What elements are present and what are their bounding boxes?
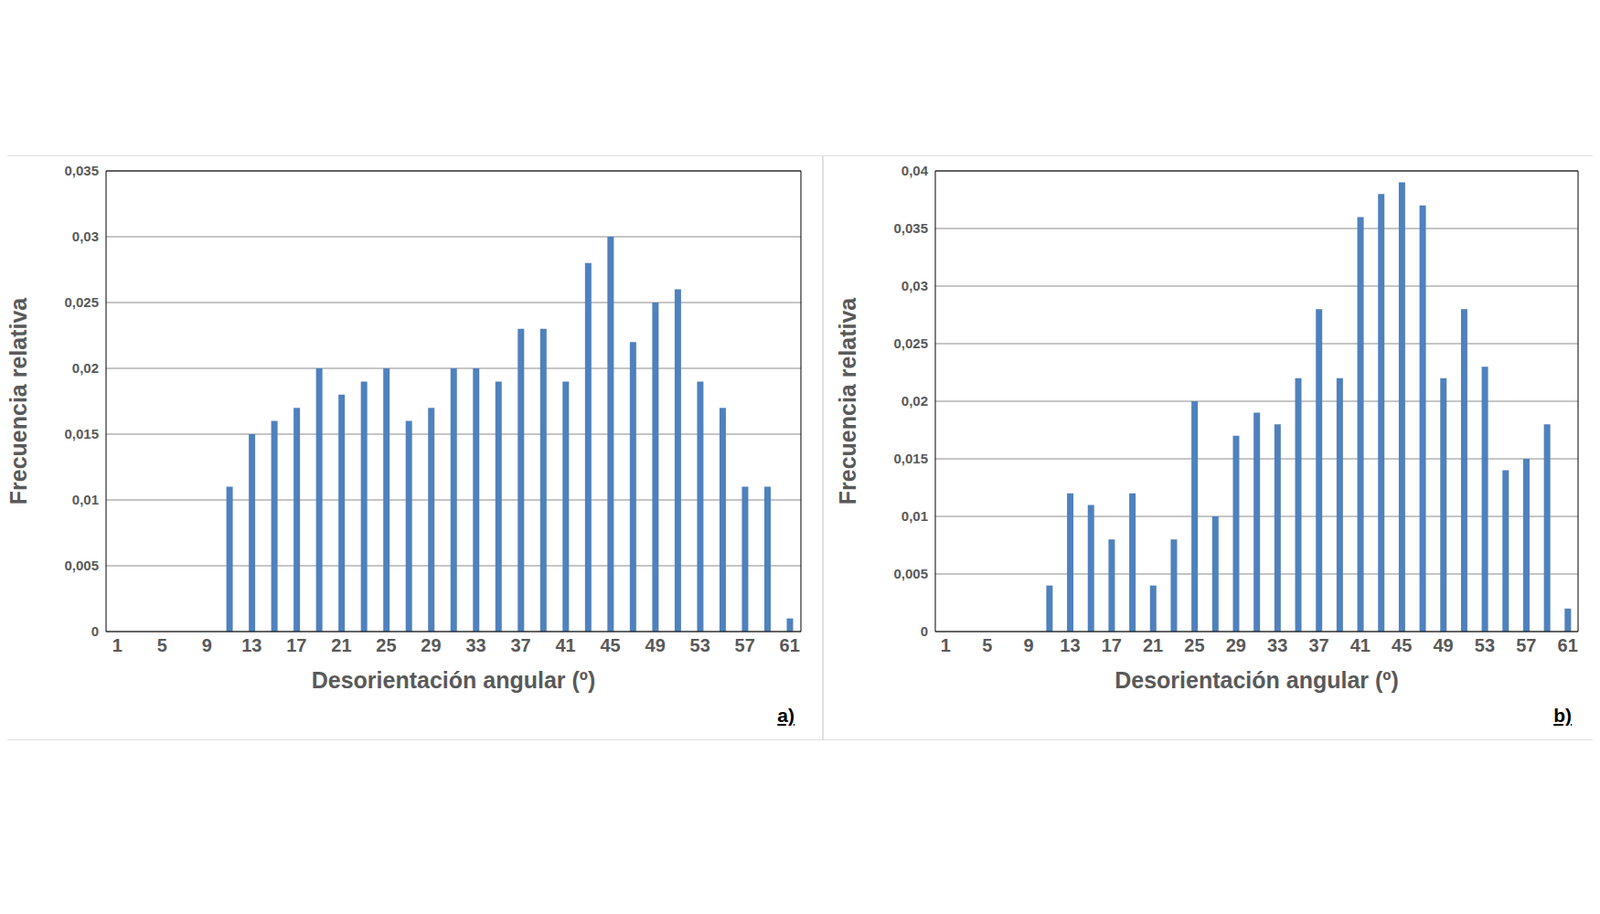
svg-text:13: 13	[241, 635, 262, 656]
svg-text:33: 33	[465, 635, 486, 656]
svg-text:9: 9	[1023, 635, 1034, 656]
svg-text:0,04: 0,04	[901, 162, 929, 179]
svg-text:25: 25	[375, 635, 396, 656]
svg-text:0,03: 0,03	[901, 277, 928, 294]
svg-text:41: 41	[554, 635, 576, 656]
svg-text:Desorientación angular (º): Desorientación angular (º)	[311, 667, 597, 694]
html-text:a): a)	[777, 704, 795, 726]
svg-text:29: 29	[1226, 635, 1247, 656]
svg-text:Desorientación angular (º): Desorientación angular (º)	[1114, 667, 1399, 694]
svg-text:0,025: 0,025	[893, 335, 928, 352]
svg-text:53: 53	[1474, 635, 1495, 656]
svg-text:0,02: 0,02	[72, 360, 99, 376]
svg-text:0,03: 0,03	[72, 228, 99, 245]
svg-text:0: 0	[920, 623, 928, 640]
svg-text:49: 49	[645, 635, 666, 656]
svg-text:37: 37	[1308, 635, 1329, 656]
html-text:b): b)	[1553, 704, 1572, 726]
svg-text:0,035: 0,035	[64, 162, 99, 179]
svg-text:37: 37	[510, 635, 531, 656]
svg-text:0,01: 0,01	[901, 508, 928, 524]
svg-text:0,015: 0,015	[893, 450, 928, 467]
svg-text:61: 61	[1557, 635, 1579, 656]
svg-text:17: 17	[286, 635, 307, 656]
svg-text:5: 5	[981, 635, 992, 656]
svg-text:53: 53	[690, 635, 711, 656]
svg-text:1: 1	[940, 635, 951, 656]
svg-text:0: 0	[91, 623, 99, 640]
svg-text:57: 57	[735, 635, 756, 656]
svg-text:49: 49	[1432, 635, 1453, 656]
svg-text:1: 1	[112, 635, 123, 656]
svg-text:0,025: 0,025	[64, 294, 99, 310]
svg-text:21: 21	[1142, 635, 1163, 656]
svg-text:0,005: 0,005	[893, 565, 928, 582]
svg-text:Frecuencia relativa: Frecuencia relativa	[834, 297, 861, 506]
svg-text:0,015: 0,015	[64, 426, 99, 442]
svg-text:29: 29	[420, 635, 441, 656]
svg-text:33: 33	[1267, 635, 1288, 656]
svg-text:41: 41	[1350, 635, 1371, 656]
svg-text:45: 45	[1391, 635, 1412, 656]
svg-text:0,035: 0,035	[893, 220, 928, 236]
svg-text:0,005: 0,005	[64, 557, 99, 574]
svg-text:5: 5	[157, 635, 168, 656]
svg-text:57: 57	[1515, 635, 1536, 656]
svg-text:0,01: 0,01	[72, 491, 99, 508]
svg-text:9: 9	[202, 635, 213, 656]
svg-text:Frecuencia relativa: Frecuencia relativa	[7, 297, 32, 506]
svg-text:0,02: 0,02	[901, 393, 928, 409]
svg-text:21: 21	[330, 635, 352, 656]
svg-text:25: 25	[1184, 635, 1205, 656]
svg-text:13: 13	[1059, 635, 1080, 656]
svg-text:45: 45	[599, 635, 620, 656]
svg-text:17: 17	[1101, 635, 1122, 656]
svg-text:61: 61	[779, 635, 800, 656]
